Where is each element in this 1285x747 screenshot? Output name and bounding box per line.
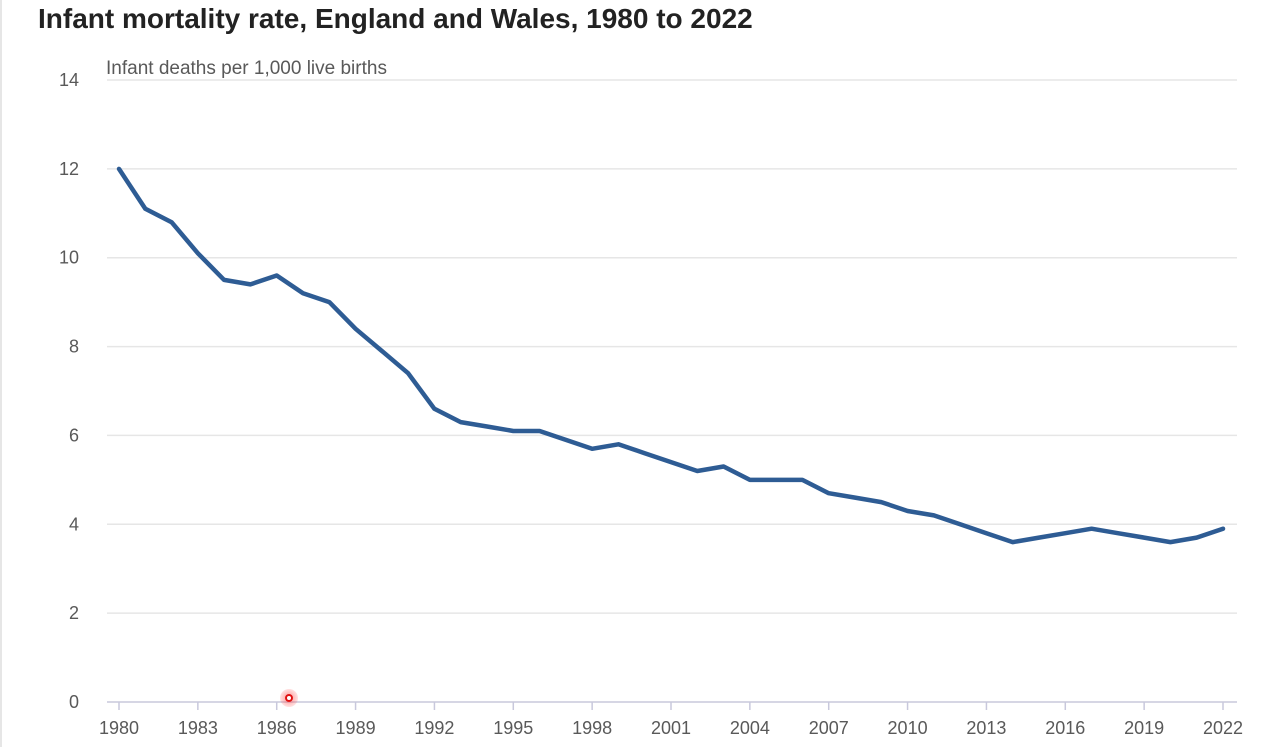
- x-tick-label: 2019: [1124, 718, 1164, 738]
- data-point[interactable]: [982, 529, 990, 537]
- data-point[interactable]: [1088, 525, 1096, 533]
- data-point[interactable]: [562, 436, 570, 444]
- data-point[interactable]: [457, 418, 465, 426]
- y-tick-label: 6: [69, 425, 79, 445]
- data-point[interactable]: [536, 427, 544, 435]
- x-tick-label: 2022: [1203, 718, 1243, 738]
- data-point[interactable]: [956, 520, 964, 528]
- x-tick-label: 1998: [572, 718, 612, 738]
- x-tick-label: 2016: [1045, 718, 1085, 738]
- data-point[interactable]: [772, 476, 780, 484]
- data-point[interactable]: [273, 271, 281, 279]
- data-point[interactable]: [825, 489, 833, 497]
- data-point[interactable]: [378, 347, 386, 355]
- data-point[interactable]: [141, 205, 149, 213]
- data-point[interactable]: [746, 476, 754, 484]
- series-layer: [115, 165, 1227, 546]
- x-tick-label: 1983: [178, 718, 218, 738]
- data-point[interactable]: [851, 494, 859, 502]
- data-point[interactable]: [483, 423, 491, 431]
- y-tick-label: 4: [69, 514, 79, 534]
- data-point[interactable]: [1193, 534, 1201, 542]
- data-point[interactable]: [1166, 538, 1174, 546]
- data-point[interactable]: [614, 440, 622, 448]
- data-point[interactable]: [1061, 529, 1069, 537]
- data-point[interactable]: [168, 218, 176, 226]
- y-tick-label: 0: [69, 692, 79, 712]
- data-point[interactable]: [430, 405, 438, 413]
- x-tick-label: 2007: [809, 718, 849, 738]
- data-point[interactable]: [404, 369, 412, 377]
- data-point[interactable]: [720, 463, 728, 471]
- y-tick-label: 2: [69, 603, 79, 623]
- x-tick-label: 2010: [888, 718, 928, 738]
- x-tick-label: 2004: [730, 718, 770, 738]
- x-tick-label: 1992: [414, 718, 454, 738]
- y-axis: 0 2 4 6 8 10 12 14: [59, 70, 79, 712]
- data-point[interactable]: [930, 511, 938, 519]
- left-border: [0, 0, 2, 747]
- y-tick-label: 14: [59, 70, 79, 90]
- data-point[interactable]: [904, 507, 912, 515]
- data-point[interactable]: [1219, 525, 1227, 533]
- gridlines: [107, 79, 1237, 614]
- data-point[interactable]: [352, 325, 360, 333]
- data-point[interactable]: [220, 276, 228, 284]
- data-point[interactable]: [194, 249, 202, 257]
- x-axis: 1980 1983 1986 1989 1992 1995 1998 2001 2004 2007…: [99, 701, 1243, 738]
- data-point[interactable]: [693, 467, 701, 475]
- data-point[interactable]: [509, 427, 517, 435]
- x-tick-label: 2013: [966, 718, 1006, 738]
- y-tick-label: 10: [59, 248, 79, 268]
- y-tick-label: 12: [59, 159, 79, 179]
- data-point[interactable]: [588, 445, 596, 453]
- x-tick-label: 2001: [651, 718, 691, 738]
- x-tick-label: 1986: [257, 718, 297, 738]
- data-point[interactable]: [1009, 538, 1017, 546]
- data-point[interactable]: [299, 289, 307, 297]
- data-point[interactable]: [115, 165, 123, 173]
- data-point[interactable]: [798, 476, 806, 484]
- y-axis-label: Infant deaths per 1,000 live births: [106, 58, 387, 79]
- cursor-click-indicator: [280, 689, 298, 707]
- data-point[interactable]: [667, 458, 675, 466]
- data-point[interactable]: [1140, 534, 1148, 542]
- data-point[interactable]: [246, 280, 254, 288]
- data-point[interactable]: [877, 498, 885, 506]
- x-tick-label: 1989: [336, 718, 376, 738]
- data-point[interactable]: [325, 298, 333, 306]
- chart-title: Infant mortality rate, England and Wales…: [38, 3, 753, 34]
- x-tick-label: 1995: [493, 718, 533, 738]
- data-point[interactable]: [641, 449, 649, 457]
- data-point[interactable]: [1035, 534, 1043, 542]
- cursor-click-dot: [285, 694, 293, 702]
- y-tick-label: 8: [69, 337, 79, 357]
- data-point[interactable]: [1114, 529, 1122, 537]
- series-line-infant-mortality[interactable]: [116, 166, 1226, 545]
- x-tick-label: 1980: [99, 718, 139, 738]
